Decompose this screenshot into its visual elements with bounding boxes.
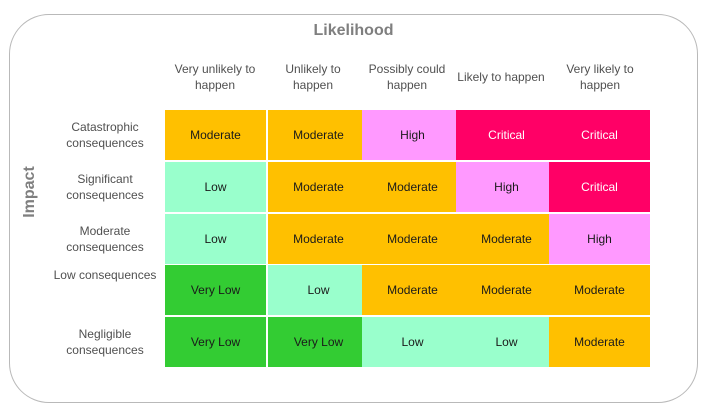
risk-cell: Very Low xyxy=(165,265,266,315)
risk-cell: Moderate xyxy=(268,162,369,212)
risk-cell: Low xyxy=(456,317,557,367)
risk-cell: High xyxy=(456,162,557,212)
risk-cell: Moderate xyxy=(456,214,557,264)
risk-cell: Low xyxy=(165,162,266,212)
risk-cell: Low xyxy=(165,214,266,264)
risk-cell: Moderate xyxy=(268,214,369,264)
risk-cell: High xyxy=(362,110,463,160)
risk-cell: Moderate xyxy=(165,110,266,160)
column-header-likely: Likely to happen xyxy=(457,70,545,84)
risk-cell: Moderate xyxy=(549,317,650,367)
column-header-unlikely: Unlikely to happen xyxy=(285,62,341,92)
risk-cell: Moderate xyxy=(456,265,557,315)
row-header-low: Low consequences xyxy=(53,268,157,282)
row-header-negligible: Negligible consequences xyxy=(66,327,144,357)
column-header-possibly: Possibly could happen xyxy=(368,62,446,92)
risk-cell: Moderate xyxy=(362,265,463,315)
risk-cell: Low xyxy=(268,265,369,315)
risk-cell: Very Low xyxy=(268,317,369,367)
likelihood-axis-title: Likelihood xyxy=(313,22,394,39)
row-header-catastrophic: Catastrophic consequences xyxy=(66,120,144,150)
risk-cell: High xyxy=(549,214,650,264)
risk-cell: Moderate xyxy=(362,214,463,264)
column-header-very-unlikely: Very unlikely to happen xyxy=(174,62,256,92)
risk-cell: Critical xyxy=(549,110,650,160)
row-header-moderate: Moderate consequences xyxy=(66,224,144,254)
risk-cell: Low xyxy=(362,317,463,367)
risk-cell: Critical xyxy=(456,110,557,160)
risk-cell: Moderate xyxy=(362,162,463,212)
risk-cell: Moderate xyxy=(549,265,650,315)
row-header-significant: Significant consequences xyxy=(66,172,144,202)
risk-cell: Moderate xyxy=(268,110,369,160)
risk-cell: Critical xyxy=(549,162,650,212)
column-header-very-likely: Very likely to happen xyxy=(566,62,634,92)
risk-cell: Very Low xyxy=(165,317,266,367)
impact-axis-title: Impact xyxy=(21,166,38,218)
